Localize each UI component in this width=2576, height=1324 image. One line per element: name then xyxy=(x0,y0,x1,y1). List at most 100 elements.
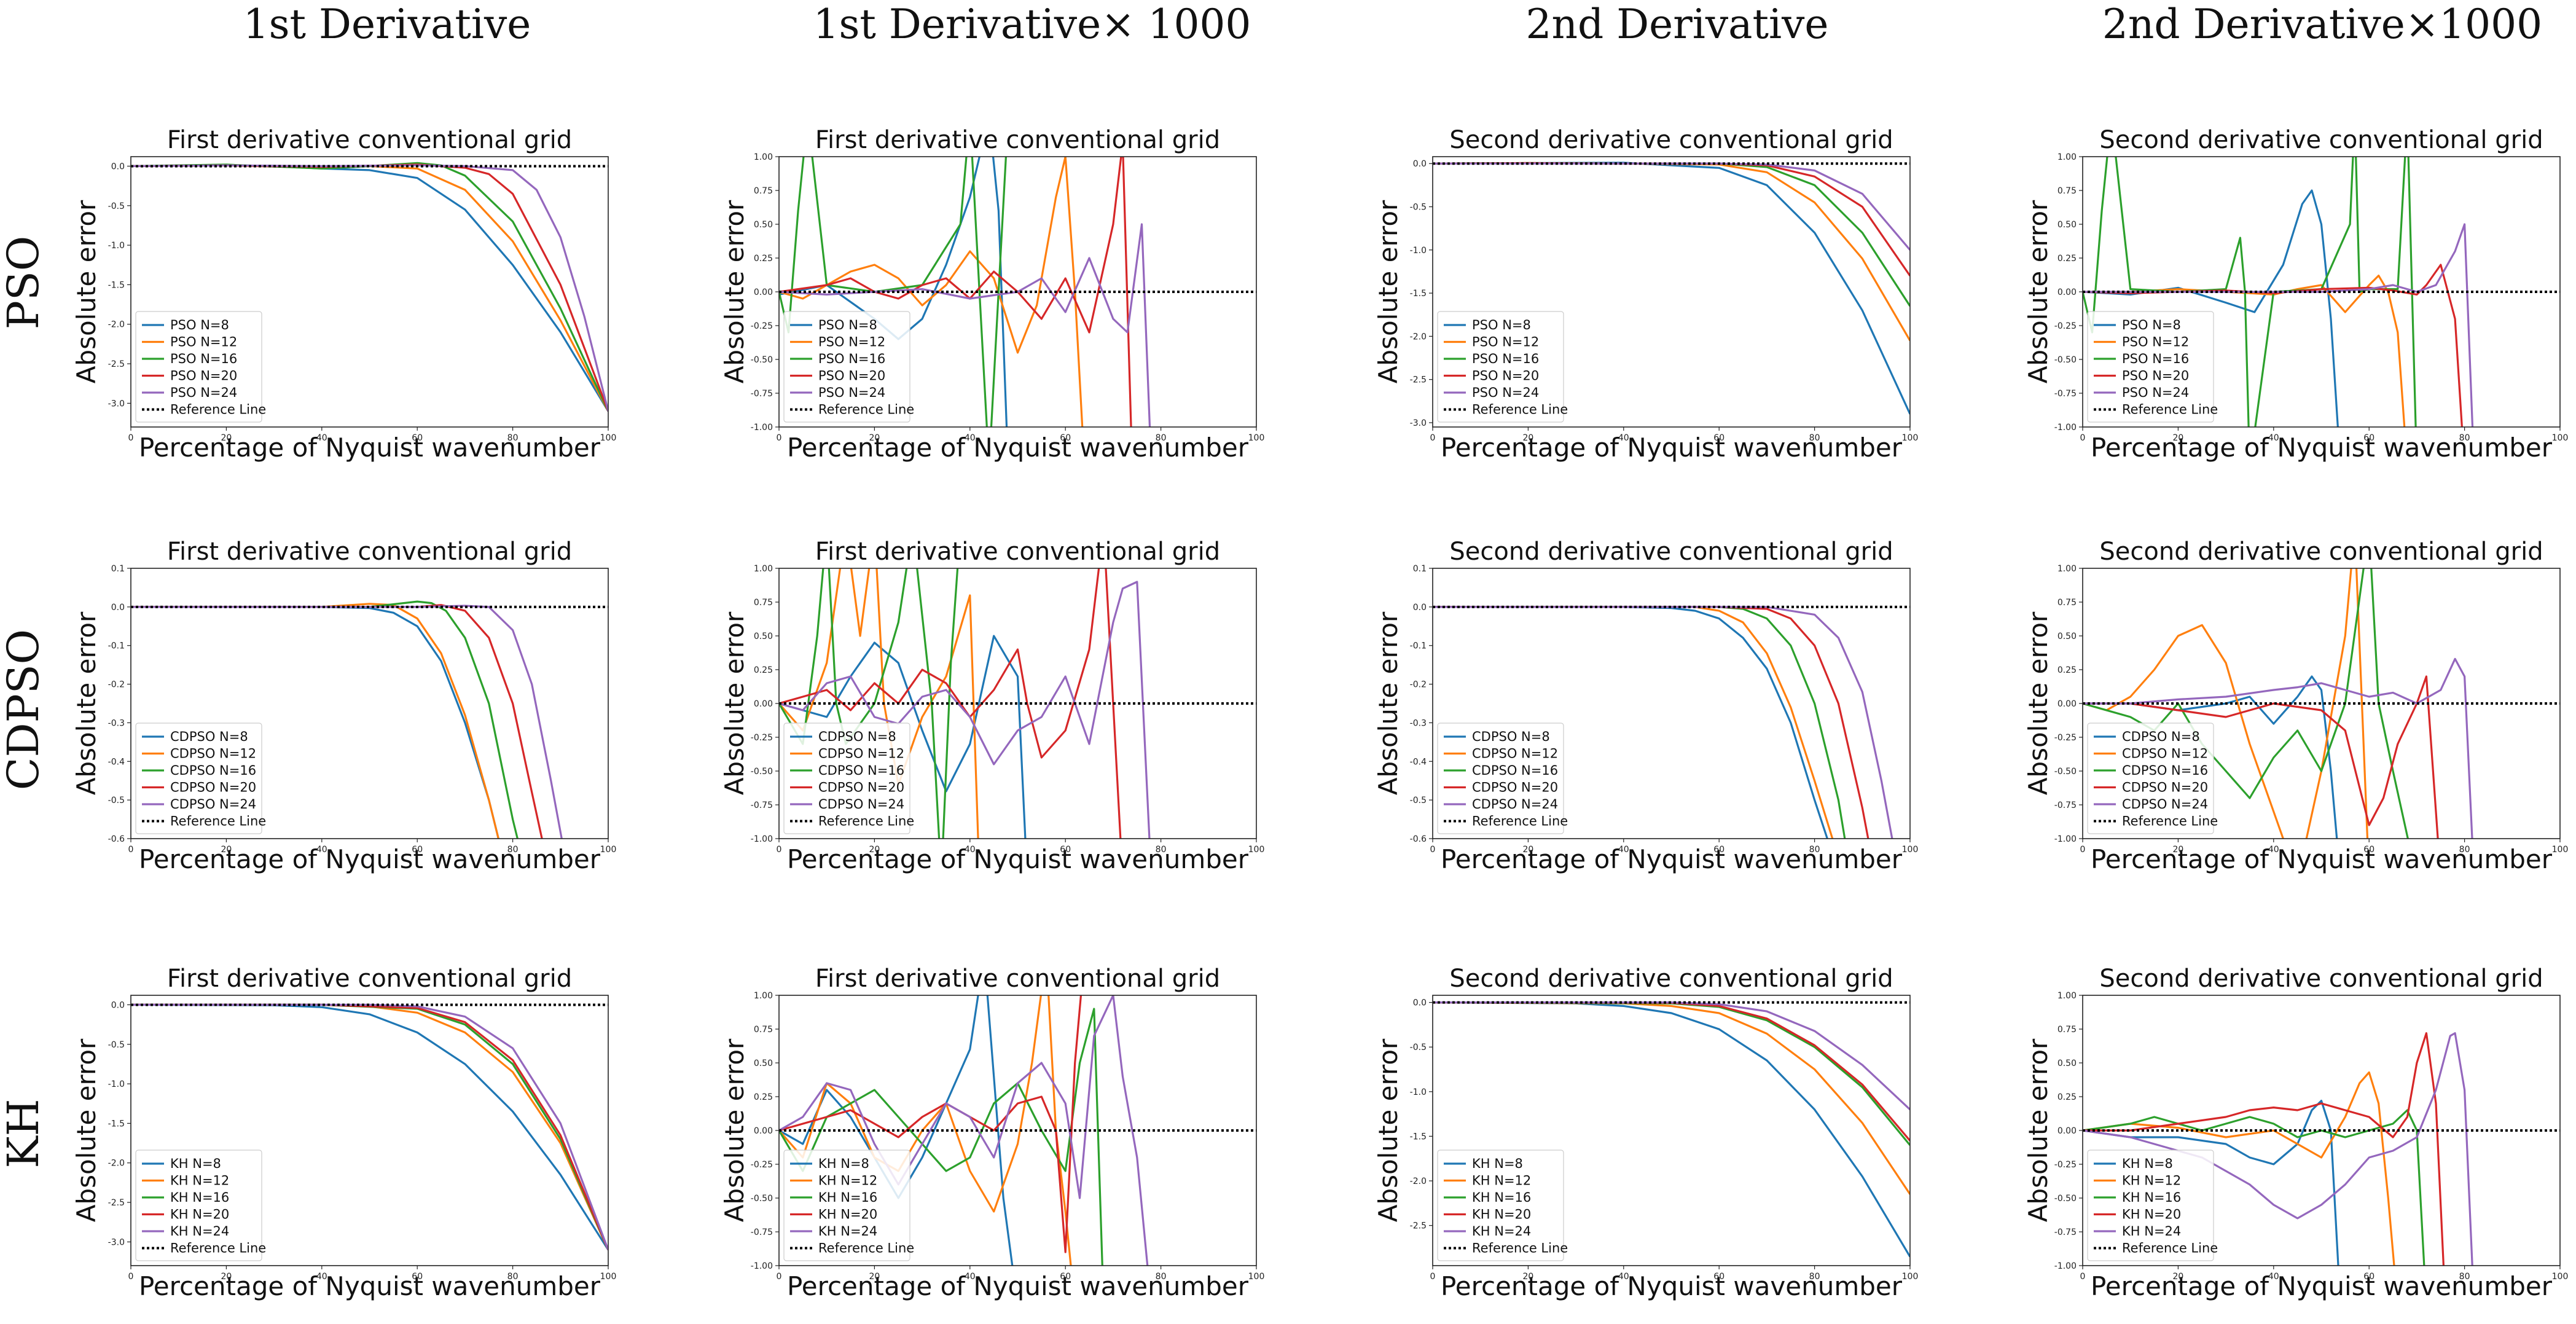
legend-label: PSO N=8 xyxy=(2122,318,2181,332)
legend-label: PSO N=8 xyxy=(170,318,229,332)
x-tick-label: 60 xyxy=(1060,433,1071,443)
y-tick-label: -0.6 xyxy=(1410,834,1427,844)
legend-label: PSO N=24 xyxy=(2122,385,2189,400)
y-tick-label: 0.50 xyxy=(754,1059,773,1068)
y-tick-label: 0.00 xyxy=(2057,288,2077,297)
legend-label: Reference Line xyxy=(1472,402,1568,417)
legend: KH N=8 KH N=12 KH N=16 KH N=20 KH N=24 Refere… xyxy=(783,1150,914,1261)
y-tick-label: -0.5 xyxy=(1410,1043,1427,1052)
y-axis-label: Absolute error xyxy=(71,200,101,383)
legend-label: CDPSO N=16 xyxy=(818,763,904,778)
legend-label: KH N=20 xyxy=(2122,1207,2181,1222)
series-line-5 xyxy=(779,995,1149,1266)
x-tick-label: 0 xyxy=(777,845,782,855)
y-tick-label: -0.50 xyxy=(751,767,773,777)
legend-label: CDPSO N=8 xyxy=(1472,729,1550,744)
x-tick-label: 60 xyxy=(412,845,423,855)
row-title-pso: PSO xyxy=(0,236,49,329)
x-axis-label: Percentage of Nyquist wavenumber xyxy=(787,1271,1249,1301)
legend-label: CDPSO N=20 xyxy=(1472,780,1558,795)
x-tick-label: 40 xyxy=(1618,1272,1629,1282)
legend: CDPSO N=8 CDPSO N=12 CDPSO N=16 CDPSO N=20 C… xyxy=(135,723,266,834)
legend-label: PSO N=12 xyxy=(1472,335,1539,350)
legend-label: PSO N=16 xyxy=(2122,351,2189,366)
series-line-5 xyxy=(1433,162,1910,251)
legend-label: PSO N=20 xyxy=(2122,369,2189,383)
panel-title: First derivative conventional grid xyxy=(167,538,572,566)
legend-label: KH N=24 xyxy=(170,1224,229,1239)
y-tick-label: 0.1 xyxy=(111,564,125,574)
x-tick-label: 100 xyxy=(1248,845,1265,855)
chart-kh-1: First derivative conventional grid Percen… xyxy=(71,965,616,1301)
x-axis-label: Percentage of Nyquist wavenumber xyxy=(139,433,601,463)
legend-label: PSO N=16 xyxy=(818,351,885,366)
panel-title: Second derivative conventional grid xyxy=(1449,538,1893,566)
y-tick-label: 0.00 xyxy=(754,288,773,297)
legend-label: CDPSO N=16 xyxy=(1472,763,1558,778)
x-axis-label: Percentage of Nyquist wavenumber xyxy=(139,1271,601,1301)
y-tick-label: -1.5 xyxy=(1410,1132,1427,1142)
x-tick-label: 80 xyxy=(1156,1272,1167,1282)
legend-label: KH N=16 xyxy=(1472,1190,1531,1205)
panel-title: First derivative conventional grid xyxy=(815,126,1220,154)
y-tick-label: -0.25 xyxy=(751,321,773,331)
x-tick-label: 20 xyxy=(221,433,232,443)
plot-area xyxy=(131,162,608,412)
y-tick-label: -0.2 xyxy=(108,680,125,690)
column-title-2: 1st Derivative× 1000 xyxy=(813,1,1251,48)
axes-frame xyxy=(130,568,609,839)
legend-label: CDPSO N=12 xyxy=(170,746,256,761)
x-axis-label: Percentage of Nyquist wavenumber xyxy=(1441,1271,1903,1301)
chart-kh-3: Second derivative conventional grid Perce… xyxy=(1373,965,1918,1301)
x-tick-label: 0 xyxy=(128,433,134,443)
x-tick-label: 80 xyxy=(2459,1272,2470,1282)
legend-label: CDPSO N=24 xyxy=(170,797,256,812)
y-tick-label: 1.00 xyxy=(754,152,773,162)
x-tick-label: 100 xyxy=(1902,1272,1919,1282)
y-tick-label: -0.75 xyxy=(2054,1228,2077,1237)
series-line-2 xyxy=(2083,568,2369,839)
legend-label: PSO N=16 xyxy=(170,351,237,366)
legend-label: Reference Line xyxy=(818,814,914,829)
x-tick-label: 20 xyxy=(1522,1272,1533,1282)
legend-label: Reference Line xyxy=(818,1241,914,1256)
x-tick-label: 0 xyxy=(2080,433,2086,443)
y-tick-label: -0.3 xyxy=(108,718,125,728)
x-tick-label: 100 xyxy=(600,433,617,443)
series-line-3 xyxy=(1433,162,1910,307)
chart-kh-4: Second derivative conventional grid Perce… xyxy=(2023,965,2568,1301)
legend-label: CDPSO N=16 xyxy=(2122,763,2208,778)
x-tick-label: 40 xyxy=(965,845,976,855)
y-tick-label: -2.0 xyxy=(108,320,125,330)
legend-box xyxy=(1437,1150,1564,1261)
legend-label: CDPSO N=24 xyxy=(818,797,904,812)
legend-label: KH N=24 xyxy=(818,1224,877,1239)
y-tick-label: 0.50 xyxy=(754,632,773,641)
x-tick-label: 40 xyxy=(316,1272,327,1282)
y-axis-label: Absolute error xyxy=(719,611,750,795)
column-titles: 1st Derivative 1st Derivative× 1000 2nd … xyxy=(243,1,2542,48)
x-tick-label: 20 xyxy=(2172,845,2183,855)
chart-cdpso-4: Second derivative conventional grid Perce… xyxy=(2023,538,2568,874)
legend-label: KH N=16 xyxy=(2122,1190,2181,1205)
series-line-2 xyxy=(779,157,1084,427)
x-tick-label: 40 xyxy=(1618,845,1629,855)
legend-label: PSO N=8 xyxy=(1472,318,1531,332)
x-tick-label: 0 xyxy=(128,1272,134,1282)
y-tick-label: 0.50 xyxy=(2057,220,2077,230)
legend-label: CDPSO N=24 xyxy=(2122,797,2208,812)
x-tick-label: 0 xyxy=(1430,433,1436,443)
legend-label: CDPSO N=8 xyxy=(170,729,248,744)
y-tick-label: -0.1 xyxy=(108,641,125,651)
y-tick-label: 0.00 xyxy=(2057,699,2077,709)
legend: CDPSO N=8 CDPSO N=12 CDPSO N=16 CDPSO N=20 C… xyxy=(2087,723,2218,834)
panel-title: First derivative conventional grid xyxy=(167,126,572,154)
y-axis-label: Absolute error xyxy=(719,1038,750,1222)
y-axis-label: Absolute error xyxy=(2023,200,2053,383)
y-tick-label: 0.00 xyxy=(2057,1126,2077,1136)
x-tick-label: 40 xyxy=(2268,1272,2279,1282)
y-tick-label: 0.75 xyxy=(2057,598,2077,608)
x-tick-label: 60 xyxy=(2363,845,2374,855)
y-tick-label: -0.75 xyxy=(751,801,773,810)
